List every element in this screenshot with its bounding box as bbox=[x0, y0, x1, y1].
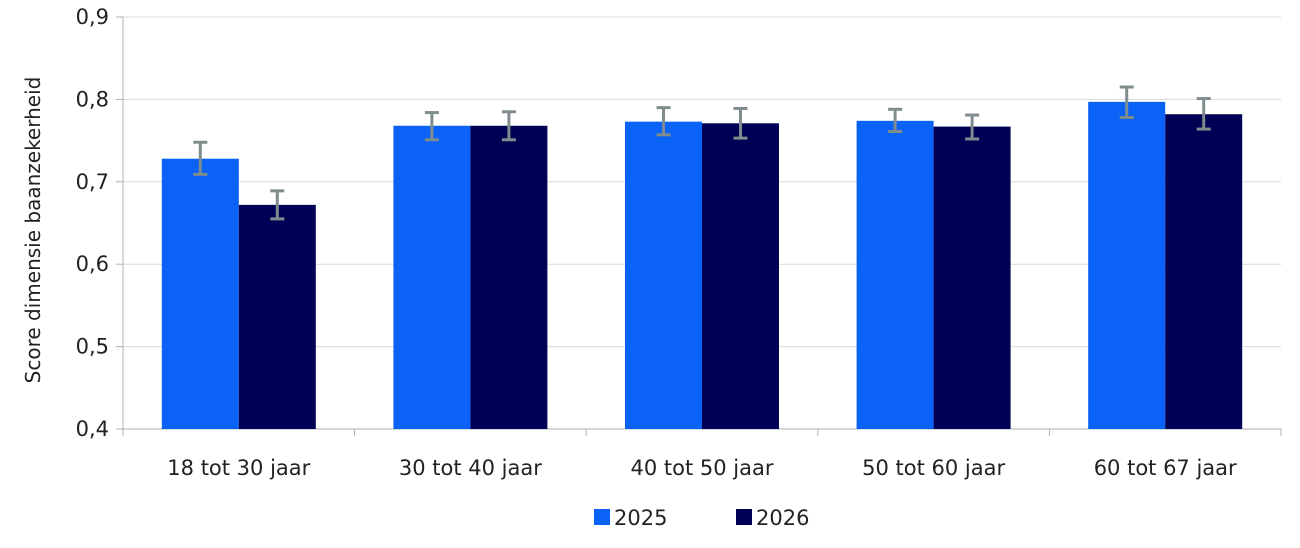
y-tick-labels: 0,4 0,5 0,6 0,7 0,8 0,9 bbox=[76, 5, 109, 441]
bar bbox=[161, 158, 239, 429]
y-tick-label: 0,9 bbox=[76, 5, 109, 29]
y-tick-label: 0,8 bbox=[76, 87, 109, 111]
legend-label: 2025 bbox=[614, 506, 667, 530]
y-tick-label: 0,6 bbox=[76, 252, 109, 276]
bar bbox=[702, 123, 779, 430]
x-tick-label: 60 tot 67 jaar bbox=[1094, 456, 1237, 480]
bar bbox=[393, 125, 471, 429]
bar bbox=[1088, 101, 1166, 429]
y-tick-label: 0,4 bbox=[76, 417, 109, 441]
legend-swatch bbox=[594, 509, 610, 525]
x-tick-label: 50 tot 60 jaar bbox=[862, 456, 1005, 480]
error-bars bbox=[193, 85, 1211, 221]
y-axis-title: Score dimensie baanzekerheid bbox=[21, 77, 45, 384]
legend: 2025 2026 bbox=[594, 506, 809, 530]
legend-swatch bbox=[736, 509, 752, 525]
x-tick-label: 30 tot 40 jaar bbox=[399, 456, 542, 480]
bar bbox=[856, 120, 934, 429]
y-tick-label: 0,7 bbox=[76, 170, 109, 194]
x-tick-labels: 18 tot 30 jaar 30 tot 40 jaar 40 tot 50 ja… bbox=[167, 456, 1237, 480]
x-tick-label: 40 tot 50 jaar bbox=[631, 456, 774, 480]
y-tick-label: 0,5 bbox=[76, 335, 109, 359]
bar bbox=[1165, 114, 1243, 430]
bar bbox=[933, 126, 1011, 429]
bar bbox=[470, 125, 548, 429]
bar bbox=[238, 204, 316, 429]
bar bbox=[625, 121, 702, 429]
x-tick-label: 18 tot 30 jaar bbox=[167, 456, 310, 480]
bars bbox=[161, 101, 1243, 430]
legend-label: 2026 bbox=[756, 506, 809, 530]
